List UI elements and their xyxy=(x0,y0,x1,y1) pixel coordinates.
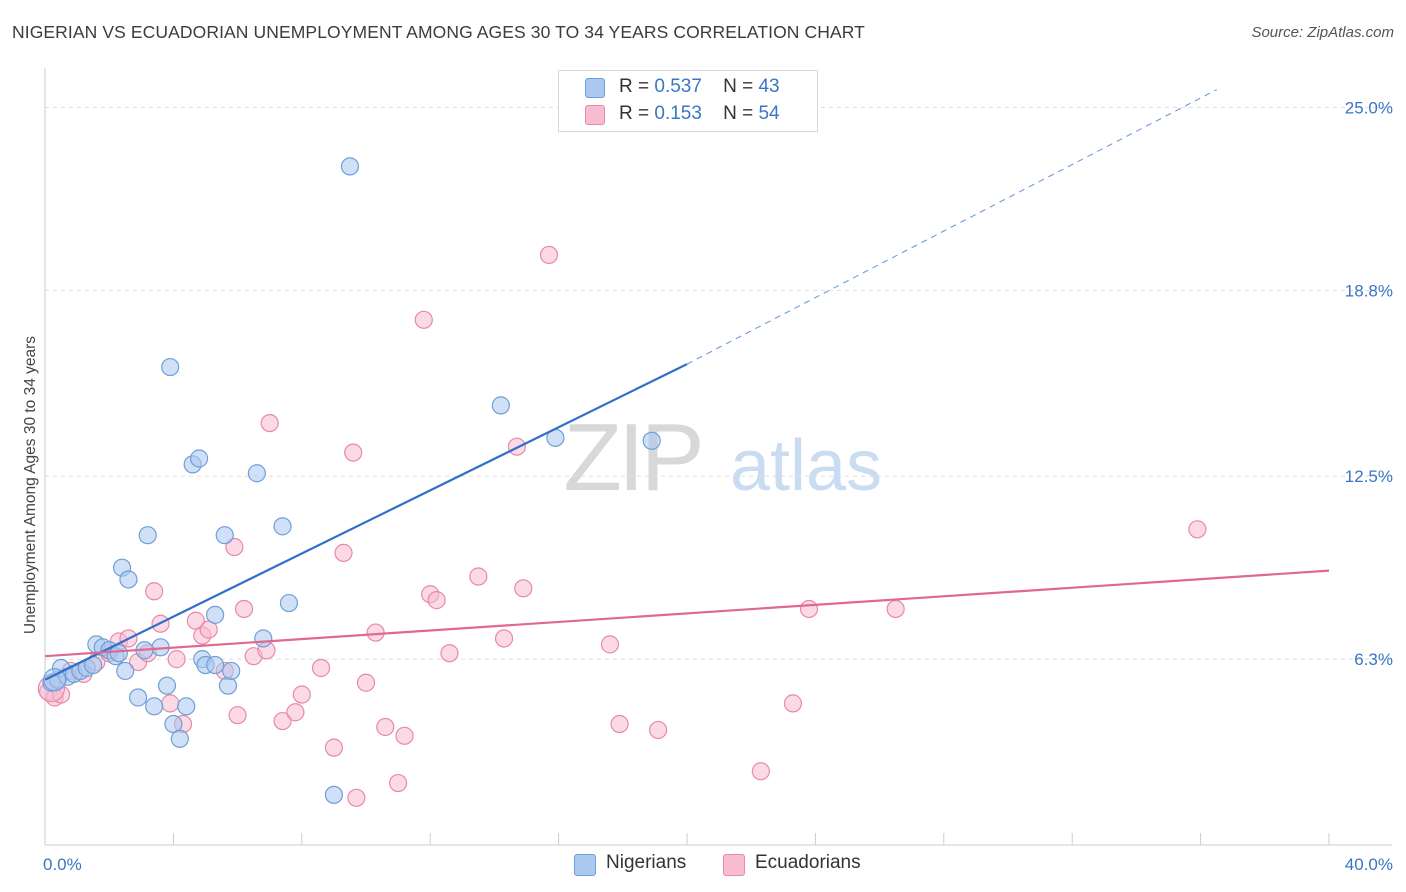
ecuadorian-point xyxy=(376,717,395,737)
ecuadorian-point xyxy=(440,644,459,663)
legend-r-label: R = xyxy=(619,76,650,97)
x-tick-label: 0.0% xyxy=(43,855,82,874)
ecuadorian-point xyxy=(751,762,770,781)
legend-r-label: R = xyxy=(619,103,650,124)
ecuadorian-point xyxy=(324,738,343,757)
nigerian-point xyxy=(177,697,196,716)
axis-layer xyxy=(44,68,1392,846)
nigerian-point xyxy=(170,729,189,748)
ecuadorian-point xyxy=(427,591,446,610)
nigerian-point xyxy=(161,357,180,377)
ecuadorian-point xyxy=(600,635,620,654)
nigerian-point xyxy=(128,688,148,707)
x-tick-label: 40.0% xyxy=(1345,855,1393,874)
ecuadorian-swatch xyxy=(585,105,605,125)
ecuadorian-point xyxy=(414,310,433,329)
y-tick-label: 18.8% xyxy=(1345,281,1393,300)
nigerian-point xyxy=(109,644,128,663)
tick-labels: 6.3% 12.5% 18.8% 25.0% 0.0% 40.0% xyxy=(43,98,1393,874)
nigerian-point xyxy=(215,526,234,545)
grid-layer xyxy=(45,106,1392,660)
nigerian-point xyxy=(340,157,360,176)
ecuadorian-point xyxy=(225,537,244,557)
correlation-legend: R = 0.537 N = 43 R = 0.153 N = 54 xyxy=(558,70,818,132)
nigerian-trend-line xyxy=(44,363,688,681)
nigerian-point xyxy=(218,676,238,695)
nigerian-point xyxy=(43,668,67,692)
ecuadorian-point xyxy=(273,711,292,731)
ecuadorian-point xyxy=(234,599,254,619)
nigerian-point xyxy=(254,629,273,648)
legend-r-value: 0.537 xyxy=(654,76,702,97)
y-tick-label: 12.5% xyxy=(1345,467,1393,486)
legend-r-value: 0.153 xyxy=(654,103,702,124)
ecuadorian-trend-line xyxy=(44,569,1330,658)
nigerian-point xyxy=(116,661,135,681)
ecuadorian-point xyxy=(395,726,414,745)
ecuadorian-points xyxy=(37,245,1207,807)
legend-text-ecuadorians: R = 0.153 N = 54 xyxy=(619,103,780,125)
ecuadorian-point xyxy=(161,694,180,713)
trend-layer xyxy=(44,89,1330,681)
ecuadorian-point xyxy=(344,443,363,462)
legend-n-label: N = xyxy=(723,76,754,97)
ecuadorian-legend-swatch xyxy=(723,854,745,876)
nigerian-legend-swatch xyxy=(574,854,596,876)
nigerian-point xyxy=(247,464,266,483)
nigerian-point xyxy=(642,431,661,450)
ecuadorian-point xyxy=(292,685,311,704)
series-legend-label: Nigerians xyxy=(606,852,687,873)
legend-n-label: N = xyxy=(723,103,754,124)
nigerian-point xyxy=(206,655,225,675)
nigerian-point xyxy=(324,785,343,804)
ecuadorian-point xyxy=(347,788,366,807)
ecuadorian-point xyxy=(389,773,408,793)
chart-source: Source: ZipAtlas.com xyxy=(1251,24,1394,41)
watermark-zip: ZIP xyxy=(563,404,700,511)
nigerian-point xyxy=(206,605,225,624)
nigerian-point xyxy=(189,449,209,468)
ecuadorian-point xyxy=(228,706,247,725)
ecuadorian-point xyxy=(334,543,353,563)
ecuadorian-point xyxy=(469,567,488,586)
nigerian-point xyxy=(145,697,164,716)
legend-n-value: 54 xyxy=(758,103,780,124)
ecuadorian-point xyxy=(167,650,186,669)
y-tick-label: 6.3% xyxy=(1354,650,1393,669)
ecuadorian-point xyxy=(649,720,668,740)
nigerian-point xyxy=(119,570,138,589)
ecuadorian-point xyxy=(514,579,533,598)
ecuadorian-point xyxy=(356,673,376,692)
y-tick-label: 25.0% xyxy=(1345,98,1393,117)
ecuadorian-point xyxy=(366,623,385,642)
ecuadorian-point xyxy=(783,694,803,713)
nigerian-point xyxy=(157,676,177,695)
watermark: ZIP atlas xyxy=(563,404,882,511)
series-legend-label: Ecuadorians xyxy=(755,852,861,873)
nigerian-point xyxy=(273,517,292,536)
ecuadorian-point xyxy=(1188,520,1207,539)
ecuadorian-point xyxy=(539,245,559,265)
nigerian-point xyxy=(279,593,299,613)
ecuadorian-point xyxy=(260,413,279,433)
ecuadorian-point xyxy=(610,714,629,734)
watermark-atlas: atlas xyxy=(730,426,882,506)
ecuadorian-point xyxy=(311,658,331,678)
chart-title: NIGERIAN VS ECUADORIAN UNEMPLOYMENT AMON… xyxy=(12,22,865,42)
ecuadorian-point xyxy=(286,703,305,722)
legend-n-value: 43 xyxy=(758,76,780,97)
nigerian-trend-extension xyxy=(686,89,1217,365)
series-legend: Nigerians Ecuadorians xyxy=(0,852,1406,878)
nigerian-point xyxy=(138,526,157,545)
nigerian-point xyxy=(491,396,510,415)
legend-text-nigerians: R = 0.537 N = 43 xyxy=(619,76,780,98)
nigerian-swatch xyxy=(585,78,605,98)
ecuadorian-point xyxy=(494,629,514,648)
ecuadorian-point xyxy=(145,582,164,601)
nigerian-point xyxy=(222,661,241,681)
ecuadorian-point xyxy=(799,599,819,619)
ecuadorian-point xyxy=(886,599,905,619)
